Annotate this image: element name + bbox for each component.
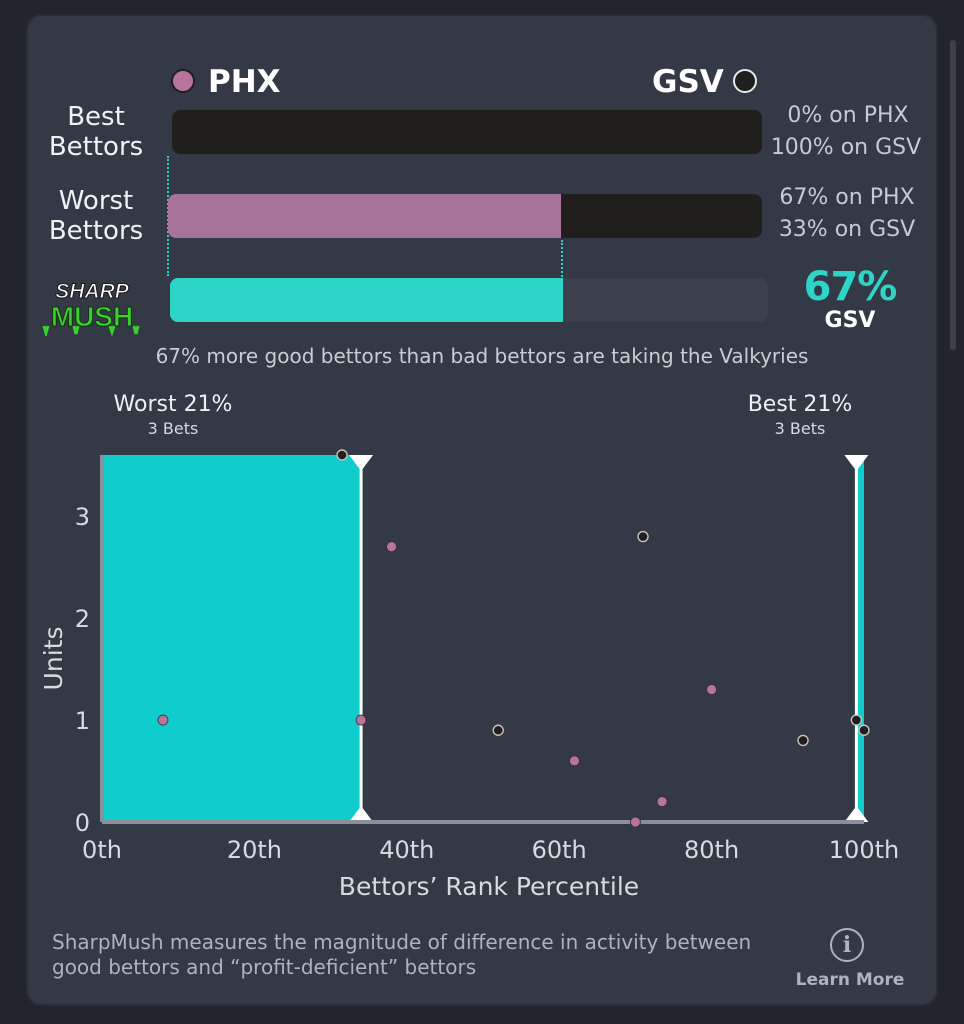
gsv-bet-point-0 <box>336 449 348 461</box>
scrollbar[interactable] <box>950 40 956 350</box>
best-phx-share: 0% on PHX <box>787 103 909 128</box>
info-icon[interactable]: i <box>830 928 864 962</box>
y-tick-label-2: 2 <box>75 605 90 633</box>
x-tick-label-80th: 80th <box>684 836 739 864</box>
phx-bet-point-3 <box>569 755 580 767</box>
phx-bet-point-0 <box>157 714 169 726</box>
x-tick-label-20th: 20th <box>227 836 282 864</box>
units-scatter-chart: 0 1 2 3 0th 20th 40th 60th 80th 100th Bettors’ Ran… <box>39 449 899 901</box>
best-gsv-share: 100% on GSV <box>770 135 922 160</box>
phx-bet-point-4 <box>630 816 641 828</box>
phx-bet-point-1 <box>355 714 367 726</box>
range-handle-bottom-1 <box>844 806 869 822</box>
x-tick-label-100th: 100th <box>829 836 899 864</box>
best-bettors-bar <box>172 110 762 154</box>
phx-bet-point-6 <box>706 684 717 695</box>
gsv-bet-point-1 <box>492 724 504 736</box>
guide-line-right <box>561 240 563 280</box>
y-tick-label-0: 0 <box>75 809 90 837</box>
range-handle-top-1 <box>844 455 869 471</box>
best-range-title: Best 21% <box>747 392 853 417</box>
worst-range-count: 3 Bets <box>147 419 199 438</box>
summary-text: 67% more good bettors than bad bettors a… <box>155 344 809 368</box>
gsv-legend-dot <box>733 69 757 93</box>
gsv-bet-point-4 <box>850 714 863 726</box>
gsv-bet-point-2 <box>637 530 649 543</box>
phx-legend-dot <box>171 69 195 93</box>
logo-bottom-text: MUSH <box>51 301 133 332</box>
y-axis-label: Units <box>39 627 68 691</box>
gsv-team-label: GSV <box>652 64 724 100</box>
best-bettors-label: Best Bettors <box>48 102 144 162</box>
best-range-label: Best 21% 3 Bets <box>720 392 880 438</box>
best-range-count: 3 Bets <box>774 419 826 438</box>
y-tick-label-3: 3 <box>75 503 90 531</box>
x-tick-label-40th: 40th <box>379 836 434 864</box>
sharpmush-bar-fill <box>170 278 563 322</box>
worst-range-title: Worst 21% <box>113 392 233 417</box>
range-handle-bottom-0 <box>349 806 374 822</box>
gsv-bet-point-3 <box>797 734 809 747</box>
y-tick-label-1: 1 <box>75 707 90 735</box>
x-tick-label-60th: 60th <box>532 836 587 864</box>
range-handle-top-0 <box>349 455 374 471</box>
footer-description: SharpMush measures the magnitude of diff… <box>52 930 752 979</box>
x-tick-label-0th: 0th <box>82 836 122 864</box>
phx-bet-point-2 <box>386 541 397 553</box>
sharpmush-logo: SHARP MUSH <box>42 280 140 336</box>
sharpmush-percent: 67% <box>803 264 898 310</box>
worst-phx-fill <box>168 194 561 238</box>
logo-top-text: SHARP <box>55 280 130 303</box>
highlight-range-0 <box>102 455 362 822</box>
learn-more-link[interactable]: Learn More <box>795 970 905 990</box>
x-axis-label: Bettors’ Rank Percentile <box>339 872 639 901</box>
highlight-range-1 <box>856 455 864 822</box>
worst-gsv-share: 33% on GSV <box>778 217 916 242</box>
worst-range-label: Worst 21% 3 Bets <box>93 392 253 438</box>
sharpmush-team: GSV <box>824 308 876 333</box>
worst-bettors-label: Worst Bettors <box>48 186 144 246</box>
phx-team-label: PHX <box>208 64 281 100</box>
worst-phx-share: 67% on PHX <box>779 185 915 210</box>
phx-bet-point-5 <box>656 796 668 808</box>
gsv-bet-point-5 <box>858 724 870 736</box>
